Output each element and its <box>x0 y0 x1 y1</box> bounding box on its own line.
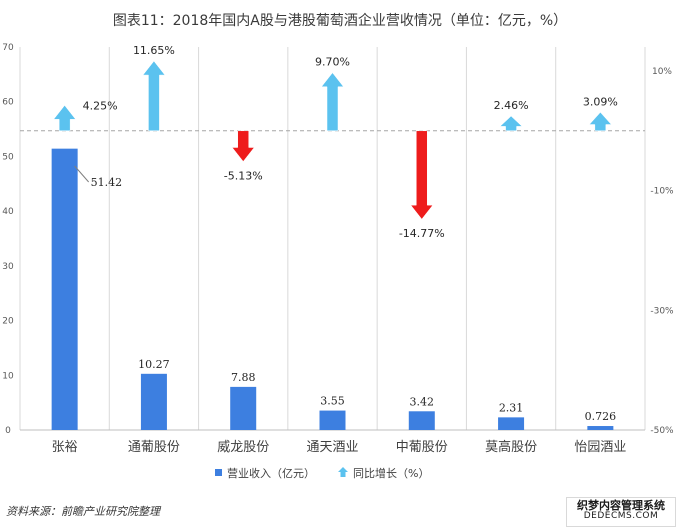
revenue-bar <box>408 411 435 430</box>
revenue-value-label: 3.42 <box>410 395 435 408</box>
revenue-bar <box>230 386 257 430</box>
category-label: 莫高股份 <box>485 439 537 455</box>
legend-swatch-revenue <box>215 469 222 476</box>
revenue-value-label: 2.31 <box>499 401 524 414</box>
growth-value-label: 3.09% <box>583 95 618 108</box>
category-label: 中葡股份 <box>396 440 448 455</box>
y-right-tick-label: -50% <box>650 426 674 436</box>
category-label: 威龙股份 <box>217 440 269 455</box>
growth-arrow <box>142 60 166 132</box>
y-left-tick-label: 30 <box>2 262 14 272</box>
y-right-tick-label: -10% <box>650 187 674 197</box>
source-note: 资料来源：前瞻产业研究院整理 <box>6 505 160 518</box>
watermark-bottom-text: DEDECMS.COM <box>583 510 659 521</box>
revenue-value-label: 10.27 <box>138 358 170 371</box>
category-label: 张裕 <box>52 440 78 455</box>
growth-arrow <box>588 111 612 132</box>
legend-label-growth: 同比增长（%） <box>353 466 429 480</box>
category-label: 怡园酒业 <box>574 440 626 455</box>
revenue-bar <box>140 373 167 430</box>
growth-arrow <box>53 104 77 132</box>
y-left-tick-label: 0 <box>5 426 11 436</box>
growth-value-label: 9.70% <box>315 56 350 69</box>
y-left-tick-label: 60 <box>2 98 14 108</box>
value-label-leader <box>74 165 90 183</box>
growth-value-label: -5.13% <box>224 169 263 182</box>
growth-value-label: 11.65% <box>133 44 175 57</box>
growth-arrow <box>410 130 434 220</box>
growth-arrow <box>231 130 255 162</box>
growth-value-label: 4.25% <box>83 99 118 112</box>
revenue-value-label: 7.88 <box>231 371 256 384</box>
growth-value-label: 2.46% <box>494 99 529 112</box>
legend-label-revenue: 营业收入（亿元） <box>227 466 315 480</box>
revenue-bar <box>587 426 614 430</box>
watermark-top-text: 织梦内容管理系统 <box>577 499 665 512</box>
y-left-tick-label: 20 <box>2 317 14 327</box>
growth-arrow <box>499 115 523 132</box>
revenue-value-label: 51.42 <box>91 176 123 189</box>
revenue-value-label: 0.726 <box>585 410 617 423</box>
y-right-tick-label: -30% <box>650 306 674 316</box>
revenue-value-label: 3.55 <box>320 395 345 408</box>
revenue-bar <box>319 410 346 430</box>
revenue-bar <box>51 148 78 430</box>
watermark-logo: 织梦内容管理系统 DEDECMS.COM <box>566 497 676 527</box>
revenue-bar <box>498 417 525 430</box>
chart-title: 图表11：2018年国内A股与港股葡萄酒企业营收情况（单位：亿元，%） <box>112 13 568 29</box>
y-right-tick-label: 10% <box>652 67 672 77</box>
y-left-tick-label: 70 <box>2 43 14 53</box>
category-label: 通葡股份 <box>128 440 180 455</box>
y-left-tick-label: 10 <box>2 371 14 381</box>
y-left-tick-label: 40 <box>2 207 14 217</box>
y-left-tick-label: 50 <box>2 152 14 162</box>
growth-value-label: -14.77% <box>399 227 445 240</box>
growth-arrow <box>320 72 345 132</box>
legend-swatch-growth <box>338 467 348 477</box>
category-label: 通天酒业 <box>306 440 358 455</box>
